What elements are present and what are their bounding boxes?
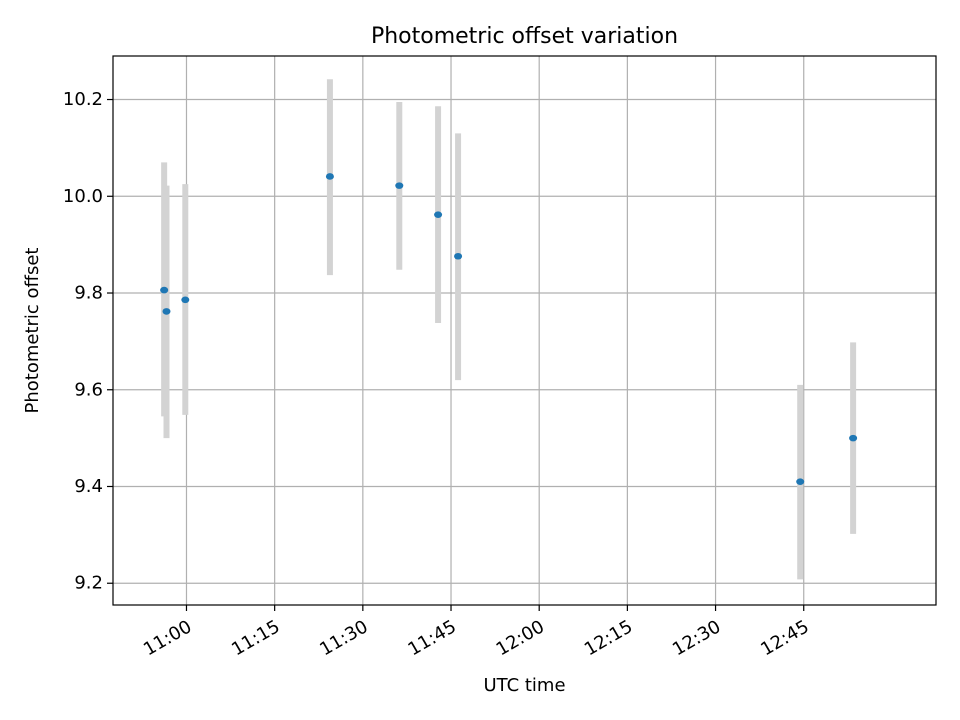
y-tick-label: 10.0: [63, 186, 103, 207]
x-axis-label: UTC time: [483, 675, 565, 696]
y-tick-label: 9.2: [74, 573, 103, 594]
data-point: [849, 434, 858, 442]
plot-frame: [112, 55, 937, 606]
data-points: [160, 173, 858, 485]
y-axis-label: Photometric offset: [22, 248, 43, 414]
data-point: [434, 211, 443, 218]
data-point: [160, 286, 169, 294]
y-tick-label: 9.4: [74, 476, 103, 497]
plot-background: [113, 56, 936, 605]
y-tick-label: 9.6: [74, 379, 103, 400]
data-point: [325, 173, 334, 180]
data-point: [796, 478, 805, 485]
data-point: [181, 296, 190, 304]
y-tick-label: 10.2: [63, 89, 103, 110]
data-point: [162, 308, 171, 315]
data-point: [395, 182, 404, 189]
data-point: [454, 252, 463, 260]
y-tick-label: 9.8: [74, 283, 103, 304]
chart-title: Photometric offset variation: [371, 24, 678, 49]
